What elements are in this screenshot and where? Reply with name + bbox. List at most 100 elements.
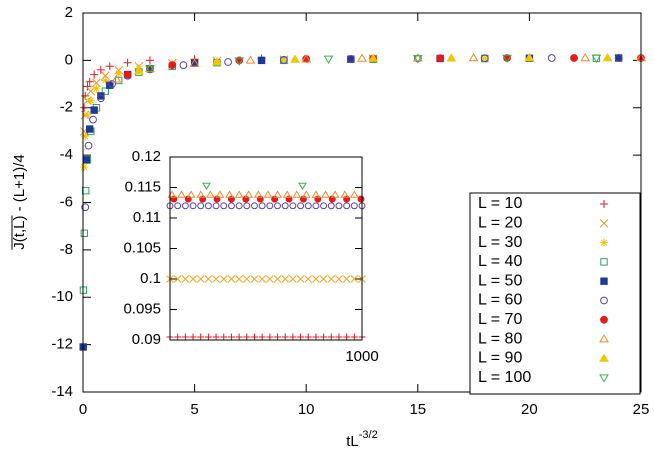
marker [600,296,608,305]
marker [250,333,258,341]
marker [114,69,123,78]
plot-area [79,53,646,351]
inset-y-tick-label: 0.11 [133,209,161,226]
inset-y-tick-label: 0.09 [132,331,161,348]
marker [323,55,334,64]
marker [205,190,215,198]
marker [342,275,351,283]
marker [168,61,177,70]
legend-label: L = 10 [478,195,522,212]
marker [106,81,114,89]
marker [343,333,351,341]
marker [90,70,99,79]
marker [357,53,367,62]
marker [197,333,205,341]
marker [204,202,212,210]
marker [81,203,90,212]
marker [281,333,289,341]
marker [547,54,556,62]
marker [289,202,297,210]
y-tick-label: -12 [51,336,73,353]
marker [279,56,288,64]
marker [266,202,274,210]
marker [244,190,254,198]
marker [591,54,602,63]
marker [234,190,244,198]
marker [227,275,236,283]
marker [614,54,623,62]
x-tick-label: 15 [409,401,426,418]
marker [212,56,222,66]
marker [251,202,258,210]
inset-y-tick-label: 0.1 [140,270,161,287]
marker [204,333,212,341]
marker [350,275,359,283]
y-tick-label: -10 [51,288,73,305]
marker [343,202,351,210]
x-axis-label-superscript: -3/2 [359,429,378,441]
marker [189,333,197,341]
marker [599,334,609,343]
x-tick-label: 0 [79,401,87,418]
marker [312,275,320,283]
x-tick-label: 5 [190,401,198,418]
marker [311,190,321,198]
y-axis-label: J(t,L) - (L+1)/4 [11,154,28,249]
marker [600,200,608,208]
legend-label: L = 90 [478,350,522,367]
marker [319,275,328,283]
marker [90,106,98,114]
marker [123,70,132,79]
marker [304,202,312,210]
marker [189,202,197,210]
marker [227,202,235,210]
marker [304,333,312,341]
marker [86,96,95,105]
inset-y-tick-label: 0.12 [132,148,161,165]
marker [123,58,132,67]
x-tick-label: 10 [298,401,315,418]
marker [84,141,93,150]
marker [196,190,206,198]
y-tick-label: 2 [65,4,73,21]
marker [96,94,105,103]
marker [108,80,116,88]
x-tick-label: 25 [633,401,650,418]
marker [85,77,94,86]
marker [220,333,228,341]
marker [177,190,186,198]
marker [202,182,211,191]
marker [335,275,343,283]
marker [133,66,144,75]
marker [296,275,305,283]
marker [412,53,423,62]
marker [282,190,292,198]
marker [599,353,609,362]
marker [181,275,190,283]
marker [174,202,182,210]
marker [212,202,220,210]
marker [258,275,267,283]
marker [330,190,340,198]
inset-y-tick-label: 0.095 [123,300,161,317]
marker [257,56,266,65]
marker [243,202,251,210]
marker [327,333,335,341]
inset-x-tick-label: 1000 [345,348,378,365]
marker [320,333,328,341]
marker [258,333,266,341]
marker [145,63,155,72]
marker [145,56,154,65]
marker [265,275,274,283]
marker [225,190,234,198]
marker [80,103,89,112]
inset-frame [169,156,363,341]
marker [253,190,263,198]
marker [250,275,259,283]
inset-background [170,157,362,340]
legend-label: L = 50 [478,272,522,289]
marker [335,333,343,341]
plot-frame [82,12,642,393]
marker [335,202,343,210]
